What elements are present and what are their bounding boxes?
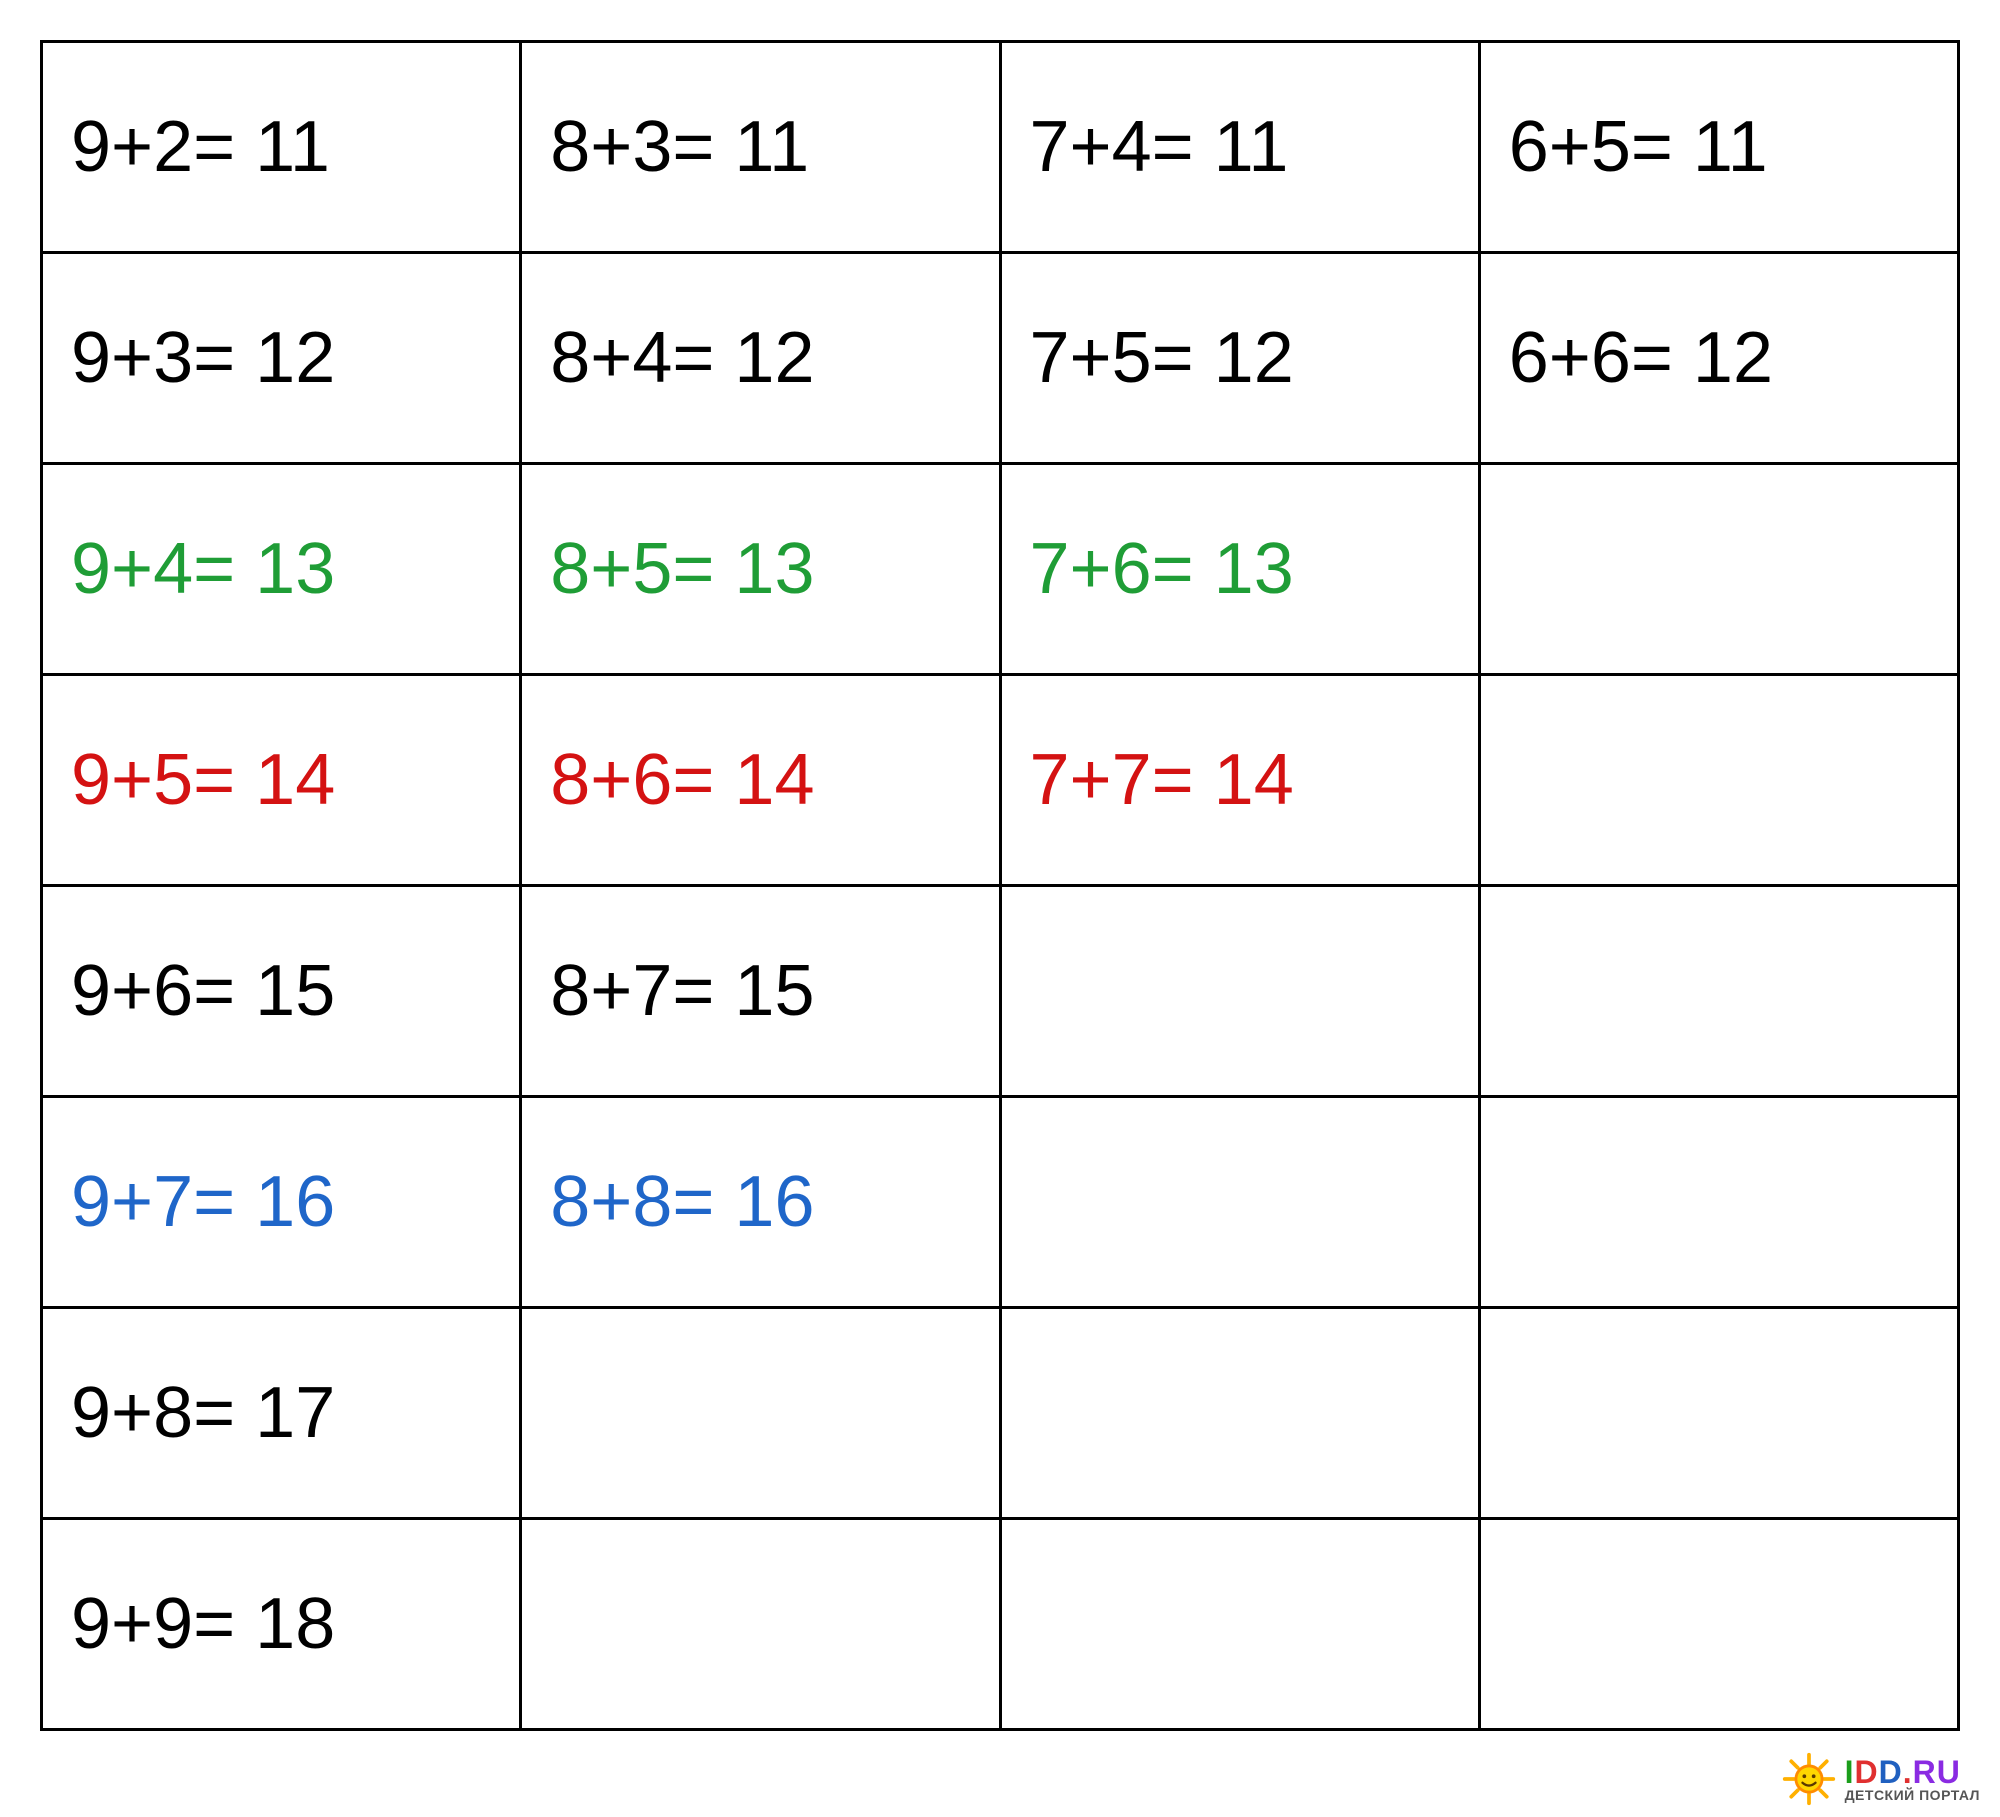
table-cell: 8+5= 13 — [521, 464, 1000, 675]
table-row: 9+7= 168+8= 16 — [42, 1097, 1959, 1308]
table-cell: 9+9= 18 — [42, 1519, 521, 1730]
table-cell — [1000, 886, 1479, 1097]
table-cell — [1479, 886, 1958, 1097]
watermark-subtitle: ДЕТСКИЙ ПОРТАЛ — [1845, 1788, 1980, 1802]
table-cell — [521, 1519, 1000, 1730]
brand-letter-d2: D — [1879, 1754, 1903, 1790]
brand-letter-i: I — [1845, 1754, 1855, 1790]
table-cell: 8+7= 15 — [521, 886, 1000, 1097]
table-row: 9+2= 118+3= 117+4= 116+5= 11 — [42, 42, 1959, 253]
table-row: 9+8= 17 — [42, 1308, 1959, 1519]
addition-table-body: 9+2= 118+3= 117+4= 116+5= 119+3= 128+4= … — [42, 42, 1959, 1730]
table-cell: 9+6= 15 — [42, 886, 521, 1097]
site-watermark: IDD.RU ДЕТСКИЙ ПОРТАЛ — [1781, 1751, 1980, 1807]
table-cell — [1479, 1097, 1958, 1308]
table-cell — [1479, 675, 1958, 886]
table-cell: 7+4= 11 — [1000, 42, 1479, 253]
table-cell: 8+4= 12 — [521, 253, 1000, 464]
table-cell: 9+4= 13 — [42, 464, 521, 675]
table-cell: 8+6= 14 — [521, 675, 1000, 886]
table-cell — [521, 1308, 1000, 1519]
table-cell: 7+6= 13 — [1000, 464, 1479, 675]
table-cell — [1000, 1097, 1479, 1308]
table-row: 9+3= 128+4= 127+5= 126+6= 12 — [42, 253, 1959, 464]
table-cell: 6+5= 11 — [1479, 42, 1958, 253]
brand-dot: . — [1903, 1754, 1913, 1790]
table-cell: 7+5= 12 — [1000, 253, 1479, 464]
table-cell: 9+5= 14 — [42, 675, 521, 886]
table-cell: 9+7= 16 — [42, 1097, 521, 1308]
table-cell: 7+7= 14 — [1000, 675, 1479, 886]
table-cell — [1000, 1308, 1479, 1519]
table-row: 9+9= 18 — [42, 1519, 1959, 1730]
table-row: 9+4= 138+5= 137+6= 13 — [42, 464, 1959, 675]
watermark-text: IDD.RU ДЕТСКИЙ ПОРТАЛ — [1845, 1756, 1980, 1802]
addition-table: 9+2= 118+3= 117+4= 116+5= 119+3= 128+4= … — [40, 40, 1960, 1731]
table-cell: 6+6= 12 — [1479, 253, 1958, 464]
sun-icon — [1781, 1751, 1837, 1807]
table-cell — [1000, 1519, 1479, 1730]
brand-letter-d1: D — [1854, 1754, 1878, 1790]
addition-table-container: 9+2= 118+3= 117+4= 116+5= 119+3= 128+4= … — [40, 40, 1960, 1731]
table-cell — [1479, 1308, 1958, 1519]
watermark-brand: IDD.RU — [1845, 1756, 1980, 1788]
table-cell: 8+3= 11 — [521, 42, 1000, 253]
table-cell — [1479, 1519, 1958, 1730]
table-row: 9+5= 148+6= 147+7= 14 — [42, 675, 1959, 886]
table-cell: 9+3= 12 — [42, 253, 521, 464]
brand-letter-ru: RU — [1913, 1754, 1961, 1790]
table-cell: 8+8= 16 — [521, 1097, 1000, 1308]
table-cell — [1479, 464, 1958, 675]
table-cell: 9+2= 11 — [42, 42, 521, 253]
table-cell: 9+8= 17 — [42, 1308, 521, 1519]
table-row: 9+6= 158+7= 15 — [42, 886, 1959, 1097]
